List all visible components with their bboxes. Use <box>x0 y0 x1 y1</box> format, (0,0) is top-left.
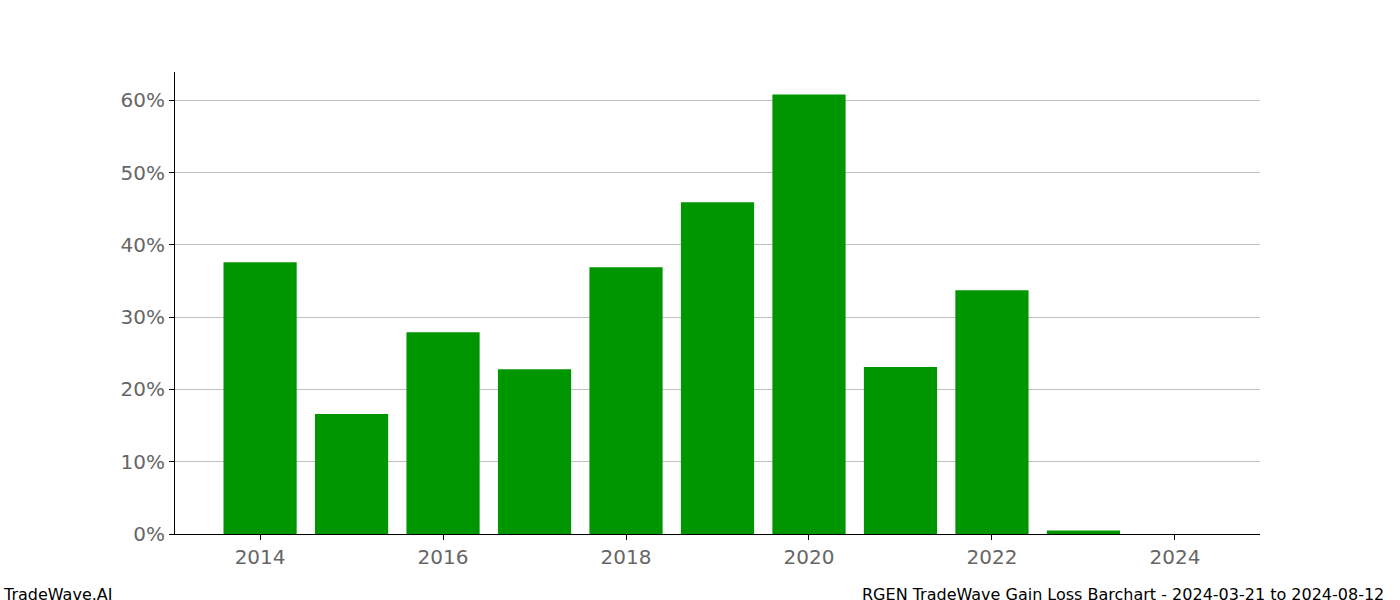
svg-text:2016: 2016 <box>418 545 469 569</box>
svg-text:30%: 30% <box>121 305 165 329</box>
svg-text:2020: 2020 <box>784 545 835 569</box>
svg-text:2024: 2024 <box>1149 545 1200 569</box>
svg-text:0%: 0% <box>133 522 165 546</box>
svg-text:40%: 40% <box>121 233 165 257</box>
svg-text:2014: 2014 <box>235 545 286 569</box>
svg-text:2022: 2022 <box>966 545 1017 569</box>
svg-text:RGEN TradeWave Gain Loss Barch: RGEN TradeWave Gain Loss Barchart - 2024… <box>862 585 1384 600</box>
svg-text:TradeWave.AI: TradeWave.AI <box>3 585 112 600</box>
svg-text:2018: 2018 <box>601 545 652 569</box>
svg-text:60%: 60% <box>121 88 165 112</box>
svg-text:10%: 10% <box>121 450 165 474</box>
svg-text:50%: 50% <box>121 161 165 185</box>
svg-text:20%: 20% <box>121 377 165 401</box>
